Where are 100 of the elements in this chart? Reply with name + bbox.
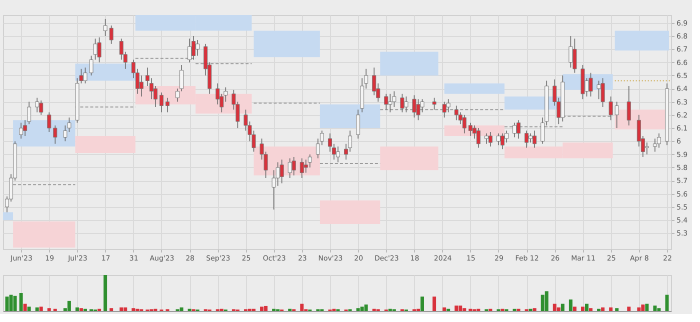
bar: [5, 296, 9, 311]
bar: [364, 304, 368, 311]
candlestick: [468, 122, 472, 136]
bar: [442, 307, 446, 311]
bar: [609, 307, 613, 311]
bar: [356, 308, 360, 311]
candlestick: [572, 38, 577, 74]
bar: [19, 293, 23, 311]
bar: [627, 306, 631, 311]
candlestick: [626, 86, 631, 126]
bar: [23, 304, 27, 311]
candlestick: [188, 38, 192, 63]
bar: [420, 296, 424, 311]
bar: [544, 291, 548, 311]
bar: [657, 308, 661, 311]
bar: [458, 306, 462, 311]
candlestick: [596, 80, 601, 100]
candlestick: [388, 93, 392, 113]
candlestick: [500, 132, 504, 150]
candlestick: [19, 122, 24, 139]
bar: [454, 306, 458, 311]
bar: [13, 296, 17, 311]
candlestick: [400, 93, 404, 113]
candlestick: [384, 93, 388, 110]
candlestick: [476, 128, 480, 148]
bar: [572, 306, 576, 311]
candlestick: [404, 96, 408, 113]
bar: [532, 308, 536, 311]
bar: [124, 307, 128, 311]
bar: [637, 307, 641, 311]
candlestick: [656, 132, 661, 148]
candlestick: [196, 40, 200, 56]
candlestick: [462, 114, 466, 134]
bar: [560, 304, 564, 311]
candlestick: [416, 98, 420, 121]
bar: [568, 299, 572, 311]
candlestick: [600, 78, 605, 108]
candlestick: [488, 132, 492, 147]
bar: [580, 306, 584, 311]
candlestick: [93, 38, 98, 60]
candlestick: [216, 82, 220, 105]
candlestick: [356, 109, 360, 139]
bar: [462, 308, 466, 311]
bar: [589, 308, 593, 311]
bar: [79, 308, 83, 311]
bar: [75, 307, 79, 311]
candlestick: [528, 132, 533, 143]
bar: [432, 296, 436, 311]
bar: [35, 307, 39, 311]
candlestick: [412, 94, 416, 118]
candlestick: [484, 132, 488, 144]
candlestick: [588, 72, 593, 97]
bar: [110, 308, 114, 311]
candlestick: [442, 101, 446, 118]
bar: [601, 307, 605, 311]
candlestick: [336, 146, 340, 163]
candlestick: [97, 36, 102, 63]
candlestick: [496, 132, 500, 146]
candlestick: [292, 156, 296, 176]
bar: [67, 300, 71, 311]
candlestick: [165, 97, 170, 113]
bar: [47, 308, 51, 311]
candlestick: [524, 130, 529, 148]
candlestick: [644, 142, 649, 155]
candlestick: [608, 96, 613, 121]
candlestick: [53, 125, 58, 144]
bar: [264, 306, 268, 311]
candlestick: [192, 36, 196, 60]
candlestick: [512, 122, 517, 138]
candlestick: [47, 112, 52, 132]
bar: [540, 294, 544, 311]
bar: [132, 308, 136, 311]
candlestick: [159, 92, 164, 113]
candlestick: [280, 159, 284, 184]
candlestick: [432, 97, 436, 110]
bar: [27, 306, 31, 311]
bar: [665, 294, 669, 311]
bar: [556, 307, 560, 311]
bar: [9, 294, 13, 311]
candlestick: [39, 100, 44, 116]
candlestick: [139, 75, 144, 97]
bar: [615, 308, 619, 311]
candlestick: [288, 158, 292, 178]
bar: [39, 306, 43, 311]
candlestick: [516, 120, 521, 139]
bar: [645, 304, 649, 311]
bar: [552, 304, 556, 311]
bar: [260, 306, 264, 311]
candlestick: [35, 97, 40, 113]
candlestick: [454, 105, 458, 121]
candlestick: [532, 130, 537, 148]
bar: [585, 304, 588, 311]
candlestick: [300, 158, 304, 178]
bar: [360, 306, 364, 311]
bar: [180, 307, 184, 311]
candlestick: [614, 101, 619, 128]
candlestick: [446, 98, 450, 113]
bar: [120, 307, 124, 311]
bar: [653, 306, 657, 311]
bar: [641, 304, 645, 311]
